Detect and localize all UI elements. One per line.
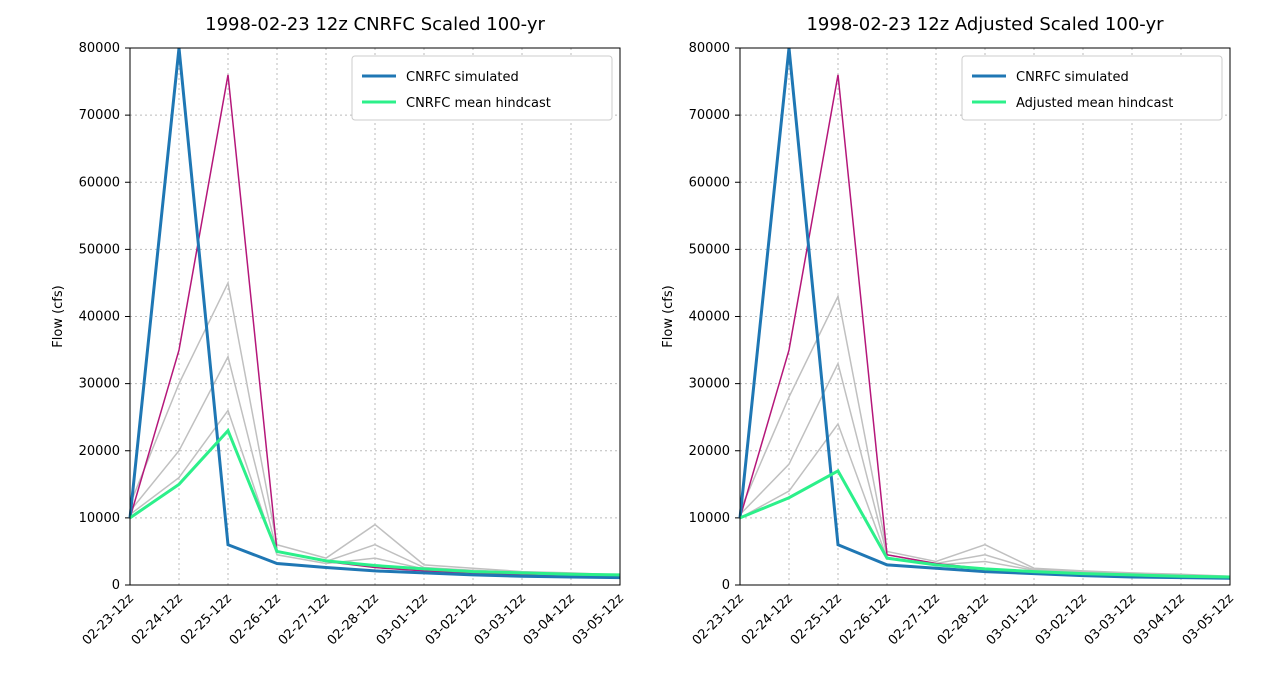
y-tick-label: 70000 — [689, 108, 730, 123]
x-tick-label: 02-27-12z — [276, 591, 333, 648]
plot-frame — [739, 47, 1231, 586]
y-tick-label: 20000 — [689, 444, 730, 459]
chart-title: 1998-02-23 12z CNRFC Scaled 100-yr — [205, 14, 545, 35]
legend-box — [961, 55, 1223, 121]
y-tick-label: 60000 — [79, 175, 120, 190]
y-tick-label: 60000 — [689, 175, 730, 190]
x-tick-label: 03-02-12z — [1033, 591, 1090, 648]
series-line — [739, 468, 1231, 579]
x-tick-label: 02-27-12z — [886, 591, 943, 648]
x-tick-label: 03-05-12z — [570, 591, 627, 648]
x-tick-label: 02-23-12z — [690, 591, 747, 648]
x-tick-label: 03-05-12z — [1180, 591, 1237, 648]
series-line — [739, 74, 1231, 579]
y-tick-label: 30000 — [79, 377, 120, 392]
x-tick-label: 02-25-12z — [178, 591, 235, 648]
x-tick-label: 03-04-12z — [1131, 591, 1188, 648]
x-tick-label: 03-03-12z — [472, 591, 529, 648]
x-tick-label: 02-28-12z — [325, 591, 382, 648]
y-tick-label: 40000 — [689, 310, 730, 325]
y-axis-label: Flow (cfs) — [661, 285, 676, 347]
series-line — [129, 427, 621, 577]
legend-box — [351, 55, 613, 121]
x-tick-label: 02-24-12z — [739, 591, 796, 648]
x-tick-label: 03-03-12z — [1082, 591, 1139, 648]
chart-title: 1998-02-23 12z Adjusted Scaled 100-yr — [806, 14, 1164, 35]
y-tick-label: 80000 — [79, 41, 120, 56]
y-tick-label: 10000 — [689, 511, 730, 526]
legend-label: CNRFC simulated — [406, 70, 519, 85]
series-line — [738, 47, 1231, 580]
x-tick-label: 03-01-12z — [984, 591, 1041, 648]
legend-label: Adjusted mean hindcast — [1016, 96, 1173, 111]
y-tick-label: 10000 — [79, 511, 120, 526]
series-line — [129, 74, 621, 578]
y-tick-label: 50000 — [79, 242, 120, 257]
x-tick-label: 03-01-12z — [374, 591, 431, 648]
y-tick-label: 40000 — [79, 310, 120, 325]
x-tick-label: 02-24-12z — [129, 591, 186, 648]
x-tick-label: 02-28-12z — [935, 591, 992, 648]
series-line — [128, 47, 621, 580]
legend-label: CNRFC mean hindcast — [406, 96, 551, 111]
y-tick-label: 0 — [112, 578, 120, 593]
y-axis-label: Flow (cfs) — [51, 285, 66, 347]
x-tick-label: 02-23-12z — [80, 591, 137, 648]
y-tick-label: 30000 — [689, 377, 730, 392]
y-tick-label: 20000 — [79, 444, 120, 459]
y-tick-label: 70000 — [79, 108, 120, 123]
y-tick-label: 80000 — [689, 41, 730, 56]
x-tick-label: 03-04-12z — [521, 591, 578, 648]
x-tick-label: 02-26-12z — [837, 591, 894, 648]
y-tick-label: 50000 — [689, 242, 730, 257]
x-tick-label: 02-25-12z — [788, 591, 845, 648]
legend-label: CNRFC simulated — [1016, 70, 1129, 85]
y-tick-label: 0 — [722, 578, 730, 593]
plot-frame — [129, 47, 621, 586]
x-tick-label: 02-26-12z — [227, 591, 284, 648]
x-tick-label: 03-02-12z — [423, 591, 480, 648]
